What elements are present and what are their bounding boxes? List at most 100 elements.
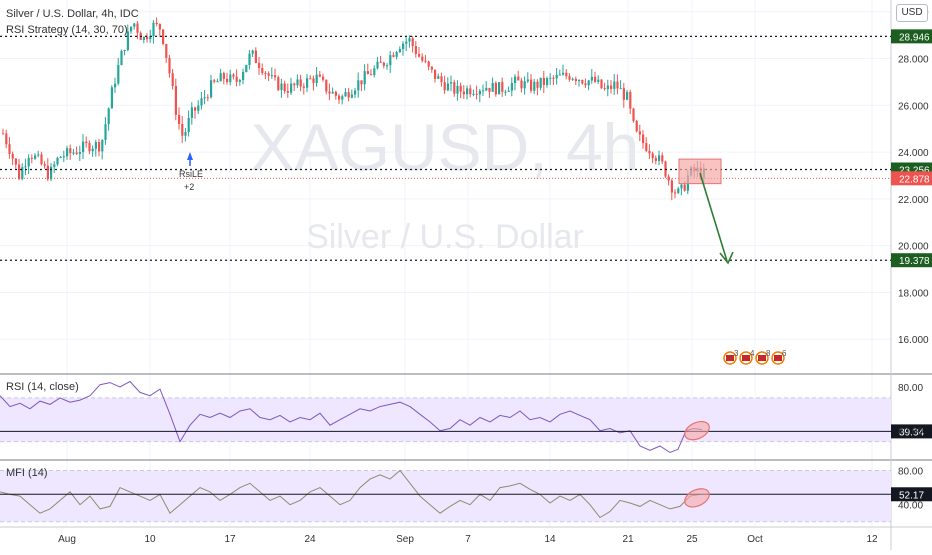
candle-body-29: [94, 142, 97, 149]
candle-body-134: [430, 66, 433, 70]
candle-body-200: [642, 134, 645, 144]
candle-body-70: [226, 78, 229, 83]
candle-body-97: [312, 78, 315, 84]
candle-body-137: [440, 76, 443, 83]
currency-button[interactable]: USD: [896, 4, 928, 22]
mfi-y-tick-1: 40.00: [898, 501, 923, 512]
candle-body-171: [549, 77, 552, 79]
candle-body-117: [376, 61, 379, 69]
y-tick-5: 20.000: [898, 242, 929, 253]
candle-body-147: [472, 93, 475, 95]
candle-body-156: [501, 82, 504, 92]
candle-body-51: [165, 43, 168, 58]
last-price-label-bg: [891, 171, 932, 186]
candle-body-198: [635, 120, 638, 132]
rsi-value-bg: [891, 424, 932, 439]
y-tick-1: 28.000: [898, 54, 929, 65]
candle-body-130: [418, 54, 421, 57]
y-tick-4: 22.000: [898, 195, 929, 206]
candle-body-206: [661, 155, 664, 162]
candle-body-213: [683, 184, 686, 191]
candle-body-46: [149, 35, 152, 40]
candle-body-151: [485, 87, 488, 91]
candle-body-114: [366, 71, 369, 75]
projection-arrow-line[interactable]: [699, 172, 728, 262]
candle-body-13: [43, 164, 46, 166]
candle-body-118: [379, 61, 382, 63]
candle-body-30: [98, 142, 101, 152]
candle-body-98: [315, 74, 318, 84]
candle-body-182: [584, 83, 587, 86]
candle-body-35: [114, 83, 117, 88]
candle-body-125: [402, 43, 405, 50]
candle-body-94: [302, 86, 305, 88]
rsi-band: [0, 397, 891, 442]
level-label-2: 19.378: [899, 256, 930, 267]
candle-body-67: [216, 81, 219, 83]
candle-body-54: [174, 86, 177, 115]
candle-body-59: [190, 107, 193, 118]
candle-body-65: [210, 80, 213, 98]
candle-body-124: [398, 49, 401, 53]
candle-body-186: [597, 79, 600, 82]
candle-body-82: [264, 72, 267, 74]
candle-body-73: [235, 76, 238, 82]
candle-body-79: [254, 50, 257, 63]
candle-body-44: [142, 37, 145, 40]
candle-body-18: [59, 156, 62, 158]
mfi-band: [0, 470, 891, 522]
event-count-2: 8: [766, 349, 771, 358]
candle-body-48: [155, 22, 158, 24]
candle-body-88: [283, 83, 286, 92]
resistance-box[interactable]: [678, 158, 722, 185]
rsi-y-tick-1: 40.00: [898, 427, 923, 438]
candle-body-78: [251, 50, 254, 54]
candle-body-40: [130, 26, 133, 32]
mfi-highlight-ellipse[interactable]: [682, 485, 712, 510]
candle-body-37: [120, 50, 123, 66]
candle-body-164: [526, 79, 529, 82]
last-price-label: 22.878: [899, 174, 930, 185]
candle-body-87: [280, 83, 283, 91]
event-count-0: 3: [734, 349, 739, 358]
candle-body-193: [619, 88, 622, 90]
candle-body-49: [158, 23, 161, 30]
event-flag-stripe-0: [726, 355, 734, 361]
candle-body-102: [328, 91, 331, 94]
candle-body-20: [66, 148, 69, 157]
candle-body-210: [674, 192, 677, 194]
candle-body-167: [536, 81, 539, 88]
candle-body-160: [514, 76, 517, 84]
candle-body-119: [382, 62, 385, 66]
candle-body-111: [357, 80, 360, 91]
candle-body-173: [555, 74, 558, 79]
candle-body-143: [459, 85, 462, 92]
candle-body-100: [322, 76, 325, 80]
candle-body-99: [318, 74, 321, 77]
candle-body-115: [370, 74, 373, 76]
candle-body-161: [517, 76, 520, 81]
candle-body-10: [34, 155, 37, 159]
rsi-highlight-ellipse[interactable]: [682, 418, 712, 443]
candle-body-144: [462, 91, 465, 95]
candle-body-22: [72, 152, 75, 154]
candle-body-203: [651, 153, 654, 159]
candle-body-129: [414, 46, 417, 55]
candle-body-187: [600, 79, 603, 89]
candle-body-170: [546, 78, 549, 85]
candle-body-41: [133, 23, 136, 27]
candle-body-42: [136, 23, 139, 33]
candle-body-127: [408, 38, 411, 42]
rsi-line: [0, 380, 703, 454]
x-tick-0: Aug: [58, 534, 76, 545]
candle-body-145: [466, 88, 469, 95]
candle-body-178: [571, 78, 574, 80]
y-tick-2: 26.000: [898, 101, 929, 112]
candle-body-204: [654, 158, 657, 161]
x-tick-5: 7: [465, 534, 471, 545]
candle-body-61: [197, 105, 200, 111]
candle-body-77: [248, 53, 251, 65]
candle-body-39: [126, 31, 129, 51]
candle-body-56: [181, 124, 184, 136]
